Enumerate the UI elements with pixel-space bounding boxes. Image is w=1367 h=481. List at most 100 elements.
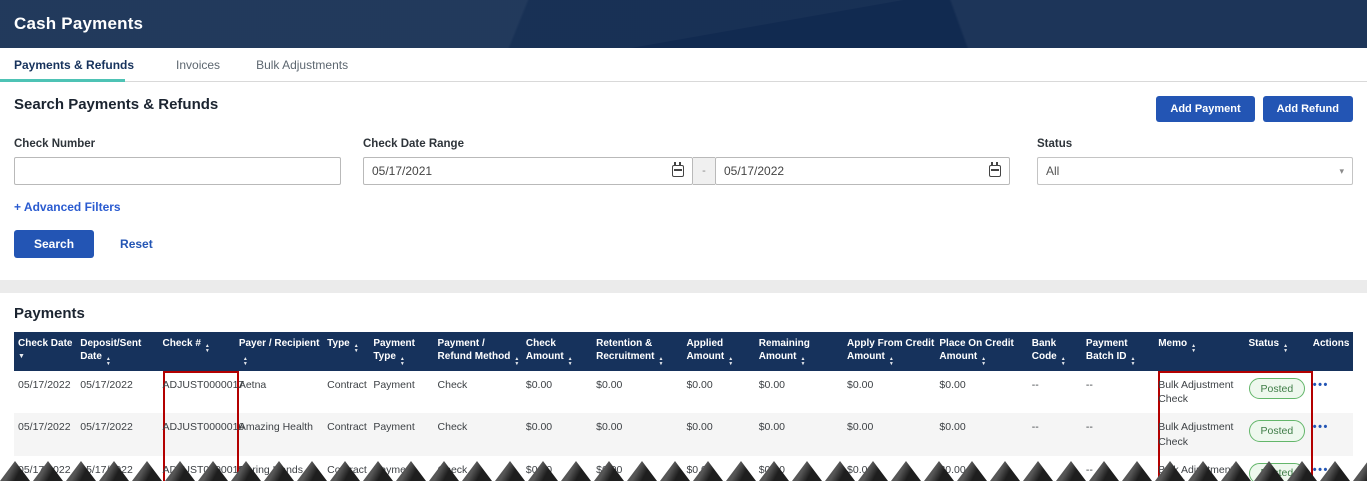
cell-remaining-amount: $0.00 — [758, 463, 785, 476]
cell-retention-recruitment: $0.00 — [596, 379, 623, 391]
cell-place-on-credit-amount: $0.00 — [939, 463, 966, 476]
cell-apply-from-credit-amount: $0.00 — [847, 379, 874, 391]
sort-icon: ▲ ▼ — [353, 343, 359, 354]
status-label: Status — [1037, 138, 1073, 150]
date-to-value: 05/17/2022 — [724, 164, 785, 178]
col-header-check-amount[interactable]: Check Amount ▲ ▼ — [525, 332, 597, 371]
sort-desc-icon: ▼ — [18, 353, 25, 360]
search-section: Search Payments & Refunds Add Payment Ad… — [0, 82, 1367, 280]
search-heading: Search Payments & Refunds — [14, 96, 219, 113]
sort-icon: ▲ ▼ — [1060, 356, 1066, 367]
cell-payment-refund-method: Check — [437, 379, 468, 391]
col-header-payment-batch-id[interactable]: Payment Batch ID ▲ ▼ — [1085, 332, 1159, 371]
col-header-remaining-amount[interactable]: Remaining Amount ▲ ▼ — [758, 332, 848, 371]
status-badge: Posted — [1248, 462, 1306, 481]
date-to-input[interactable]: 05/17/2022 — [715, 157, 1010, 185]
add-refund-button[interactable]: Add Refund — [1262, 96, 1353, 122]
cell-payment-refund-method: Check — [437, 463, 468, 476]
section-divider — [0, 280, 1367, 293]
cell-applied-amount: $0.00 — [686, 379, 713, 391]
cell-payment-batch-id: -- — [1085, 421, 1093, 434]
check-number-label: Check Number — [14, 138, 96, 150]
page-banner: Cash Payments — [0, 0, 1367, 48]
date-range-separator: - — [693, 157, 715, 185]
col-header-retention-recruitment[interactable]: Retention & Recruitment ▲ ▼ — [596, 332, 687, 371]
col-header-deposit-sent-date[interactable]: Deposit/Sent Date ▲ ▼ — [80, 332, 163, 371]
cell-check: ADJUST0000016 — [163, 413, 245, 455]
cell-check-amount: $0.00 — [525, 421, 553, 434]
payments-heading: Payments — [14, 305, 85, 322]
cell-applied-amount: $0.00 — [686, 421, 713, 434]
check-date-range-label: Check Date Range — [363, 138, 464, 150]
col-header-payer-recipient[interactable]: Payer / Recipient ▲ ▼ — [238, 332, 328, 371]
payments-section: Payments Check Date ▼ Deposit/Sent Date ▲ ▼ C… — [0, 293, 1367, 481]
sort-icon: ▲ ▼ — [567, 356, 573, 367]
col-header-bank-code[interactable]: Bank Code ▲ ▼ — [1031, 332, 1086, 371]
cell-status: Posted — [1248, 456, 1313, 481]
col-header-check[interactable]: Check # ▲ ▼ — [162, 332, 239, 371]
sort-icon: ▲ ▼ — [514, 356, 520, 367]
cell-check-amount: $0.00 — [525, 463, 553, 476]
status-badge: Posted — [1248, 420, 1306, 442]
col-header-place-on-credit-amount[interactable]: Place On Credit Amount ▲ ▼ — [939, 332, 1032, 371]
tab-payments-refunds[interactable]: Payments & Refunds — [14, 57, 135, 72]
cell-actions: ••• — [1313, 413, 1353, 455]
tab-bar: Payments & Refunds Invoices Bulk Adjustm… — [0, 48, 1367, 82]
calendar-icon[interactable] — [989, 162, 1001, 177]
date-from-input[interactable]: 05/17/2021 — [363, 157, 693, 185]
col-header-apply-from-credit-amount[interactable]: Apply From Credit Amount ▲ ▼ — [847, 332, 940, 371]
cell-place-on-credit-amount: $0.00 — [939, 421, 966, 434]
cell-payment-refund-method: Check — [437, 421, 468, 434]
cell-payment-type: Payment — [373, 379, 415, 391]
cell-payer-recipient: Amazing Health — [238, 421, 313, 434]
page-title: Cash Payments — [14, 14, 144, 33]
search-button[interactable]: Search — [14, 230, 95, 258]
more-actions-icon[interactable]: ••• — [1312, 463, 1329, 476]
table-row: 05/17/2022 05/17/2022 ADJUST0000016 Amazing… — [14, 413, 1353, 456]
sort-icon: ▲ ▼ — [888, 356, 894, 367]
cell-deposit-sent-date: 05/17/2022 — [80, 421, 133, 434]
col-header-actions: Actions — [1312, 332, 1353, 371]
cell-apply-from-credit-amount: $0.00 — [847, 421, 874, 434]
cell-status: Posted — [1248, 371, 1313, 413]
tab-bulk-adjustments[interactable]: Bulk Adjustments — [256, 57, 349, 72]
col-header-memo[interactable]: Memo ▲ ▼ — [1158, 332, 1249, 371]
cell-type: Contract — [327, 463, 367, 476]
cell-check: ADJUST0000015 — [163, 456, 245, 481]
tab-invoices[interactable]: Invoices — [176, 57, 221, 72]
more-actions-icon[interactable]: ••• — [1312, 379, 1329, 391]
col-header-payment-type[interactable]: Payment Type ▲ ▼ — [373, 332, 438, 371]
cell-memo: Bulk Adjustment Check — [1158, 456, 1248, 481]
sort-icon: ▲ ▼ — [800, 356, 806, 367]
sort-icon: ▲ ▼ — [1191, 343, 1197, 354]
col-header-payment-refund-method[interactable]: Payment / Refund Method ▲ ▼ — [437, 332, 526, 371]
cell-bank-code: -- — [1031, 463, 1039, 476]
col-header-applied-amount[interactable]: Applied Amount ▲ ▼ — [686, 332, 759, 371]
col-header-check-date[interactable]: Check Date ▼ — [14, 332, 81, 371]
cell-memo: Bulk Adjustment Check — [1158, 413, 1248, 455]
more-actions-icon[interactable]: ••• — [1312, 421, 1329, 434]
cell-check-date: 05/17/2022 — [18, 379, 71, 391]
calendar-icon[interactable] — [672, 162, 684, 177]
cell-remaining-amount: $0.00 — [758, 379, 785, 391]
col-header-status[interactable]: Status ▲ ▼ — [1248, 332, 1313, 371]
reset-button[interactable]: Reset — [120, 237, 153, 251]
sort-icon: ▲ ▼ — [1283, 343, 1289, 354]
status-select[interactable]: All ▾ — [1037, 157, 1353, 185]
check-number-input[interactable] — [14, 157, 341, 185]
cell-payer-recipient: Caring Hands LLC — [238, 463, 304, 481]
table-header-row: Check Date ▼ Deposit/Sent Date ▲ ▼ Check # ▲ ▼ P… — [14, 332, 1353, 371]
add-payment-button[interactable]: Add Payment — [1156, 96, 1255, 122]
active-tab-underline — [0, 79, 125, 82]
cell-remaining-amount: $0.00 — [758, 421, 785, 434]
cell-type: Contract — [327, 379, 367, 391]
cell-payer-recipient: Aetna — [238, 379, 267, 391]
payments-table: Check Date ▼ Deposit/Sent Date ▲ ▼ Check # ▲ ▼ P… — [14, 332, 1353, 481]
cell-actions: ••• — [1313, 456, 1353, 481]
cell-memo: Bulk Adjustment Check — [1158, 371, 1248, 413]
col-header-type[interactable]: Type ▲ ▼ — [327, 332, 374, 371]
table-row: 05/17/2022 05/17/2022 ADJUST0000015 Caring … — [14, 455, 1353, 481]
cell-type: Contract — [327, 421, 367, 434]
advanced-filters-link[interactable]: + Advanced Filters — [14, 200, 121, 214]
table-body: 05/17/2022 05/17/2022 ADJUST0000017 Aetna Co… — [14, 371, 1353, 481]
